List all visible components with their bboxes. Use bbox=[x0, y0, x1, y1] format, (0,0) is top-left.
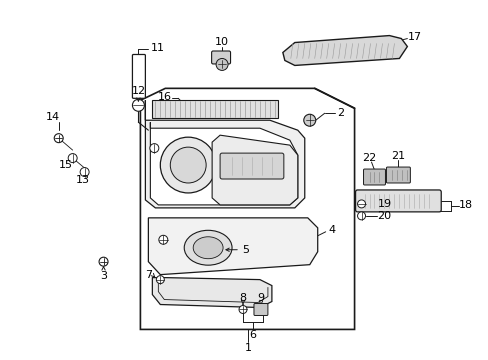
Text: 10: 10 bbox=[215, 36, 228, 46]
Text: 22: 22 bbox=[362, 153, 376, 163]
Text: 1: 1 bbox=[244, 343, 251, 354]
Text: 15: 15 bbox=[59, 160, 73, 170]
Text: 4: 4 bbox=[327, 225, 335, 235]
Text: 5: 5 bbox=[242, 245, 249, 255]
Polygon shape bbox=[150, 122, 297, 205]
Polygon shape bbox=[212, 135, 297, 205]
Polygon shape bbox=[148, 218, 317, 275]
Circle shape bbox=[54, 134, 63, 143]
FancyBboxPatch shape bbox=[253, 303, 267, 315]
Circle shape bbox=[68, 154, 77, 163]
FancyBboxPatch shape bbox=[386, 167, 409, 183]
Text: 20: 20 bbox=[377, 211, 391, 221]
Text: 21: 21 bbox=[390, 151, 405, 161]
Text: 19: 19 bbox=[377, 199, 391, 209]
Text: 18: 18 bbox=[458, 200, 472, 210]
Text: 13: 13 bbox=[76, 175, 89, 185]
Circle shape bbox=[216, 58, 227, 71]
Text: 9: 9 bbox=[257, 293, 264, 302]
FancyBboxPatch shape bbox=[132, 54, 145, 98]
Polygon shape bbox=[152, 278, 271, 307]
Text: 11: 11 bbox=[150, 42, 164, 53]
Text: 14: 14 bbox=[45, 112, 60, 122]
Text: 3: 3 bbox=[100, 271, 107, 281]
FancyBboxPatch shape bbox=[363, 169, 385, 185]
FancyBboxPatch shape bbox=[211, 51, 230, 64]
Circle shape bbox=[80, 167, 89, 176]
Circle shape bbox=[357, 200, 365, 208]
Circle shape bbox=[160, 137, 216, 193]
Circle shape bbox=[170, 147, 206, 183]
Circle shape bbox=[357, 212, 365, 220]
Text: 12: 12 bbox=[131, 86, 145, 96]
Circle shape bbox=[159, 235, 167, 244]
Ellipse shape bbox=[193, 237, 223, 259]
FancyBboxPatch shape bbox=[220, 153, 283, 179]
Circle shape bbox=[132, 99, 144, 111]
Ellipse shape bbox=[184, 230, 232, 265]
Text: 17: 17 bbox=[407, 32, 422, 41]
Circle shape bbox=[156, 276, 164, 284]
Text: 7: 7 bbox=[144, 270, 152, 280]
FancyBboxPatch shape bbox=[355, 190, 440, 212]
Circle shape bbox=[239, 306, 246, 314]
Bar bbox=[152, 100, 277, 118]
Text: 16: 16 bbox=[158, 92, 172, 102]
Polygon shape bbox=[282, 36, 407, 66]
Polygon shape bbox=[145, 100, 304, 208]
Circle shape bbox=[99, 257, 108, 266]
Text: 2: 2 bbox=[336, 108, 344, 118]
Text: 6: 6 bbox=[249, 330, 256, 341]
Text: 8: 8 bbox=[239, 293, 246, 302]
Circle shape bbox=[303, 114, 315, 126]
Circle shape bbox=[149, 144, 159, 153]
Polygon shape bbox=[140, 88, 354, 329]
